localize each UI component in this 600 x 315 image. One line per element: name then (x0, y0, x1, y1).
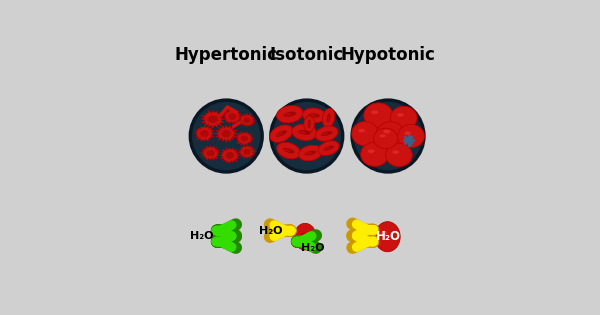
Ellipse shape (277, 106, 303, 123)
Ellipse shape (308, 122, 310, 127)
Ellipse shape (294, 223, 316, 250)
Polygon shape (224, 151, 235, 160)
Ellipse shape (327, 113, 331, 123)
Ellipse shape (361, 142, 389, 166)
Polygon shape (199, 129, 210, 138)
Ellipse shape (292, 124, 317, 140)
Ellipse shape (315, 126, 338, 141)
Text: Isotonic: Isotonic (269, 46, 344, 64)
Polygon shape (201, 146, 220, 160)
Ellipse shape (304, 115, 314, 132)
Ellipse shape (398, 124, 424, 148)
Polygon shape (227, 112, 237, 121)
Ellipse shape (386, 143, 412, 167)
Ellipse shape (324, 147, 330, 150)
Ellipse shape (309, 114, 316, 117)
Ellipse shape (271, 100, 343, 172)
Ellipse shape (276, 130, 287, 137)
Polygon shape (221, 229, 233, 244)
Ellipse shape (383, 129, 391, 134)
Ellipse shape (376, 122, 405, 148)
Ellipse shape (373, 128, 398, 149)
Ellipse shape (397, 113, 404, 117)
Ellipse shape (277, 132, 283, 136)
Ellipse shape (381, 231, 388, 235)
Ellipse shape (328, 116, 329, 122)
Ellipse shape (380, 135, 386, 137)
Polygon shape (242, 116, 251, 124)
Text: H₂O: H₂O (259, 226, 282, 236)
Polygon shape (201, 111, 225, 128)
Polygon shape (242, 148, 251, 155)
Ellipse shape (323, 146, 334, 151)
Ellipse shape (308, 120, 311, 128)
Ellipse shape (299, 233, 311, 240)
Ellipse shape (283, 149, 290, 152)
Ellipse shape (375, 222, 400, 252)
Ellipse shape (308, 113, 320, 117)
Ellipse shape (371, 110, 379, 114)
Ellipse shape (352, 100, 424, 172)
Ellipse shape (305, 152, 312, 155)
Polygon shape (238, 146, 256, 158)
Ellipse shape (322, 133, 328, 135)
Polygon shape (216, 223, 238, 250)
Text: H₂O: H₂O (301, 243, 324, 253)
Text: H₂O: H₂O (376, 230, 401, 243)
Ellipse shape (283, 112, 296, 117)
Ellipse shape (391, 106, 417, 129)
Ellipse shape (321, 131, 332, 136)
Ellipse shape (304, 151, 316, 155)
Polygon shape (239, 113, 255, 127)
Ellipse shape (300, 235, 307, 239)
Ellipse shape (298, 130, 311, 135)
Polygon shape (236, 131, 254, 146)
Ellipse shape (298, 145, 322, 161)
Ellipse shape (322, 108, 335, 128)
Ellipse shape (283, 148, 295, 153)
Polygon shape (239, 135, 250, 142)
Ellipse shape (190, 100, 262, 172)
Ellipse shape (284, 113, 292, 116)
Text: H₂O: H₂O (190, 231, 214, 241)
Ellipse shape (404, 131, 411, 135)
Ellipse shape (364, 103, 393, 128)
Polygon shape (206, 114, 220, 124)
Polygon shape (195, 125, 215, 141)
Ellipse shape (392, 150, 399, 154)
Ellipse shape (352, 122, 379, 146)
Ellipse shape (270, 125, 293, 142)
Polygon shape (215, 125, 237, 142)
Ellipse shape (318, 141, 339, 156)
Polygon shape (224, 109, 241, 124)
Ellipse shape (299, 131, 306, 134)
Polygon shape (205, 149, 215, 157)
Polygon shape (220, 129, 232, 138)
Ellipse shape (368, 149, 374, 153)
Text: Hypertonic: Hypertonic (175, 46, 278, 64)
Ellipse shape (358, 129, 365, 132)
Polygon shape (220, 147, 239, 163)
Ellipse shape (302, 108, 326, 123)
Ellipse shape (277, 142, 301, 159)
Text: Hypotonic: Hypotonic (341, 46, 436, 64)
